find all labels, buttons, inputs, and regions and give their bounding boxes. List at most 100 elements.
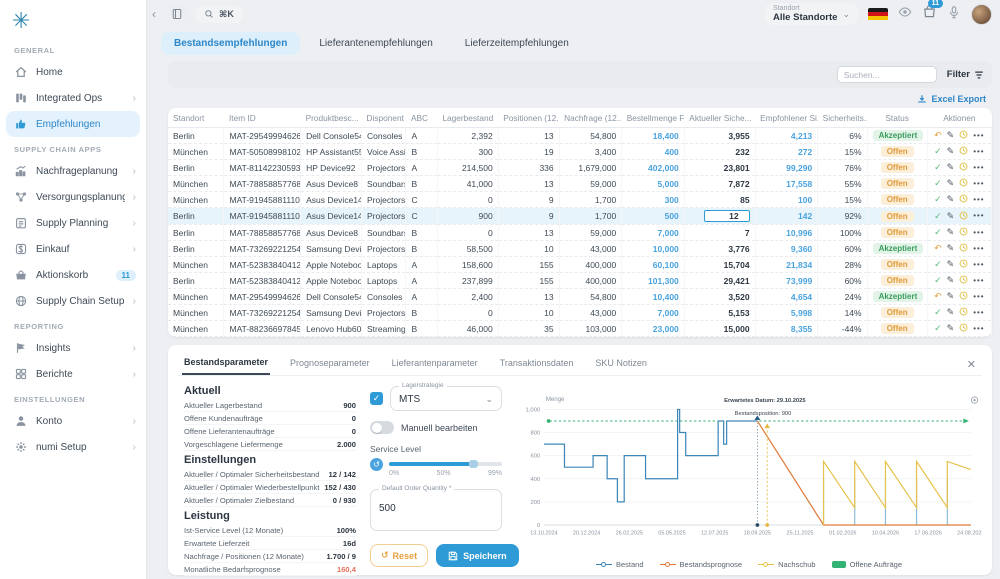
more-actions-icon[interactable]: ••• xyxy=(973,130,985,140)
table-row[interactable]: Berlin MAT-788588577685 Asus Device8 Soundb… xyxy=(168,224,993,241)
sidebar-item-berichte[interactable]: Berichte › xyxy=(0,361,146,387)
column-header[interactable]: Empfohlener Si... xyxy=(755,108,818,128)
user-avatar[interactable] xyxy=(971,3,992,25)
table-row[interactable]: Berlin MAT-811422305937 HP Device92 Project… xyxy=(168,159,993,176)
history-action-icon[interactable] xyxy=(959,259,968,270)
panel-tab-sku-notizen[interactable]: SKU Notizen xyxy=(595,358,647,368)
edit-action-icon[interactable]: ✎ xyxy=(946,178,955,188)
history-action-icon[interactable] xyxy=(959,211,968,222)
column-header[interactable]: Positionen (12... xyxy=(498,108,560,128)
accept-action-icon[interactable]: ✓ xyxy=(934,178,942,188)
reset-circle-icon[interactable]: ↺ xyxy=(370,458,383,471)
global-search[interactable]: ⌘K xyxy=(195,5,243,23)
strategy-select[interactable]: Lagerstrategie MTS ⌄ xyxy=(390,382,502,411)
history-action-icon[interactable] xyxy=(959,323,968,334)
sidebar-item-aktionskorb[interactable]: Aktionskorb 11 xyxy=(0,262,146,288)
undo-action-icon[interactable]: ↶ xyxy=(934,243,942,253)
sidebar-item-numi-setup[interactable]: numi Setup › xyxy=(0,434,146,460)
panel-tab-lieferantenparameter[interactable]: Lieferantenparameter xyxy=(391,358,478,368)
table-row[interactable]: München MAT-505089981021 HP Assistant55 Voi… xyxy=(168,143,993,160)
edit-action-icon[interactable]: ✎ xyxy=(946,243,955,253)
docs-button[interactable] xyxy=(167,4,187,24)
sidebar-item-konto[interactable]: Konto › xyxy=(0,408,146,434)
more-actions-icon[interactable]: ••• xyxy=(973,243,985,253)
language-flag-icon[interactable] xyxy=(868,7,888,21)
assistant-button[interactable] xyxy=(947,5,961,24)
accept-action-icon[interactable]: ✓ xyxy=(934,259,942,269)
history-action-icon[interactable] xyxy=(959,227,968,238)
sidebar-item-integrated-ops[interactable]: Integrated Ops › xyxy=(0,85,146,111)
undo-action-icon[interactable]: ↶ xyxy=(934,130,942,140)
sidebar-item-einkauf[interactable]: Einkauf › xyxy=(0,236,146,262)
column-header[interactable]: Bestellmenge F... xyxy=(621,108,685,128)
column-header[interactable]: Disponent xyxy=(361,108,406,128)
legend-item-bestandsprognose[interactable]: Bestandsprognose xyxy=(659,560,742,569)
accept-action-icon[interactable]: ✓ xyxy=(934,275,942,285)
panel-tab-transaktionsdaten[interactable]: Transaktionsdaten xyxy=(499,358,574,368)
table-row[interactable]: Berlin MAT-91945881110 Asus Device14 Projec… xyxy=(168,207,993,225)
panel-tab-bestandsparameter[interactable]: Bestandsparameter xyxy=(182,353,271,375)
column-header[interactable]: Sicherheits... xyxy=(817,108,868,128)
more-actions-icon[interactable]: ••• xyxy=(973,275,985,285)
history-action-icon[interactable] xyxy=(959,291,968,302)
history-action-icon[interactable] xyxy=(959,162,968,173)
sidebar-item-nachfrageplanung[interactable]: Nachfrageplanung › xyxy=(0,158,146,184)
sidebar-item-empfehlungen[interactable]: Empfehlungen xyxy=(6,111,140,137)
table-row[interactable]: Berlin MAT-295499946266 Dell Console54 Cons… xyxy=(168,127,993,144)
visibility-button[interactable] xyxy=(898,5,912,24)
more-actions-icon[interactable]: ••• xyxy=(973,291,985,301)
more-actions-icon[interactable]: ••• xyxy=(973,227,985,237)
history-action-icon[interactable] xyxy=(959,194,968,205)
tab-lieferzeitempfehlungen[interactable]: Lieferzeitempfehlungen xyxy=(464,38,569,49)
accept-action-icon[interactable]: ✓ xyxy=(934,210,942,221)
more-actions-icon[interactable]: ••• xyxy=(973,178,985,188)
column-header[interactable]: Standort xyxy=(168,108,224,128)
history-action-icon[interactable] xyxy=(959,130,968,141)
more-actions-icon[interactable]: ••• xyxy=(973,211,985,220)
strategy-checkbox[interactable]: ✓ xyxy=(370,392,383,405)
order-quantity-input[interactable] xyxy=(379,503,493,514)
more-actions-icon[interactable]: ••• xyxy=(973,323,985,333)
edit-action-icon[interactable]: ✎ xyxy=(946,259,955,269)
column-header[interactable]: Produktbesc... xyxy=(300,108,362,128)
edit-action-icon[interactable]: ✎ xyxy=(946,323,955,333)
edit-action-icon[interactable]: ✎ xyxy=(946,227,955,237)
legend-item-nachschub[interactable]: Nachschub xyxy=(758,560,816,569)
legend-item-bestand[interactable]: Bestand xyxy=(595,560,644,569)
column-header[interactable]: Item ID xyxy=(223,108,301,128)
edit-action-icon[interactable]: ✎ xyxy=(946,162,955,172)
tab-bestandsempfehlungen[interactable]: Bestandsempfehlungen xyxy=(161,32,301,55)
legend-item-offene-auftr-ge[interactable]: Offene Aufträge xyxy=(831,560,902,569)
app-logo-icon[interactable]: ✳ xyxy=(12,8,31,33)
accept-action-icon[interactable]: ✓ xyxy=(934,323,942,333)
column-header[interactable]: Lagerbestand xyxy=(437,108,499,128)
column-header[interactable]: Status xyxy=(867,108,928,128)
tab-lieferantenempfehlungen[interactable]: Lieferantenempfehlungen xyxy=(319,38,433,49)
chart-eye-icon[interactable] xyxy=(970,396,979,404)
search-input[interactable] xyxy=(836,66,937,83)
edit-action-icon[interactable]: ✎ xyxy=(946,275,955,285)
accept-action-icon[interactable]: ✓ xyxy=(934,146,942,156)
sidebar-item-supply-planning[interactable]: Supply Planning › xyxy=(0,210,146,236)
history-action-icon[interactable] xyxy=(959,243,968,254)
more-actions-icon[interactable]: ••• xyxy=(973,307,985,317)
sidebar-item-home[interactable]: Home xyxy=(0,59,146,85)
sidebar-item-insights[interactable]: Insights › xyxy=(0,335,146,361)
filter-button[interactable]: Filter xyxy=(947,69,984,80)
sidebar-item-versorgungsplanung[interactable]: Versorgungsplanung › xyxy=(0,184,146,210)
manual-edit-toggle[interactable] xyxy=(370,421,394,434)
selected-cell[interactable]: 12 xyxy=(703,210,750,222)
more-actions-icon[interactable]: ••• xyxy=(973,259,985,269)
sidebar-collapse-icon[interactable]: ‹ xyxy=(152,7,156,21)
column-header[interactable]: Aktionen xyxy=(927,108,992,128)
accept-action-icon[interactable]: ✓ xyxy=(934,162,942,172)
table-row[interactable]: München MAT-788588577685 Asus Device8 Sound… xyxy=(168,175,993,192)
column-header[interactable]: ABC xyxy=(405,108,438,128)
action-basket-button[interactable]: 11 xyxy=(922,0,943,24)
sidebar-item-supply-chain-setup[interactable]: Supply Chain Setup › xyxy=(0,288,146,314)
edit-action-icon[interactable]: ✎ xyxy=(946,194,955,204)
edit-action-icon[interactable]: ✎ xyxy=(946,130,955,140)
standort-dropdown[interactable]: Standort Alle Standorte ⌄ xyxy=(765,3,858,25)
